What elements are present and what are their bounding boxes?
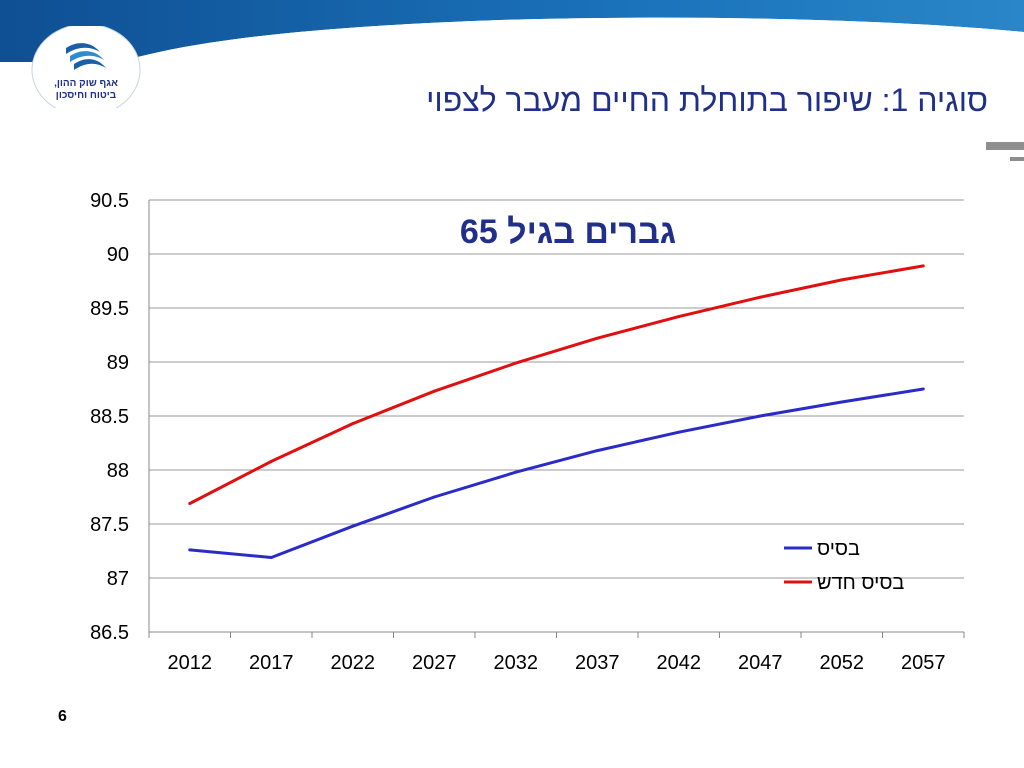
data-point — [351, 422, 355, 426]
logo-text-line1: אגף שוק ההון, — [54, 78, 118, 89]
title-divider-thick — [986, 142, 1024, 150]
y-tick-label: 88.5 — [90, 406, 129, 428]
y-tick-label: 87 — [107, 568, 129, 590]
legend-label: בסיס חדש — [817, 572, 904, 594]
series-line-new-base — [189, 264, 924, 505]
x-tick-label: 2042 — [657, 652, 702, 674]
y-tick-label: 88 — [107, 460, 129, 482]
title-divider-thin — [1010, 157, 1024, 161]
y-tick-label: 89 — [107, 352, 129, 374]
data-point — [188, 501, 192, 505]
data-point — [677, 430, 681, 434]
x-tick-label: 2037 — [575, 652, 620, 674]
data-point — [758, 295, 762, 299]
x-tick-label: 2012 — [168, 652, 213, 674]
data-point — [514, 470, 518, 474]
chart-title: גברים בגיל 65 — [460, 213, 676, 251]
data-point — [677, 315, 681, 319]
slide-title: סוגיה 1: שיפור בתוחלת החיים מעבר לצפוי — [426, 82, 988, 118]
data-point — [269, 555, 273, 559]
data-point — [595, 336, 599, 340]
logo: אגף שוק ההון, ביטוח וחיסכון — [30, 23, 142, 117]
x-tick-label: 2052 — [820, 652, 865, 674]
data-point — [514, 361, 518, 365]
x-tick-label: 2047 — [738, 652, 783, 674]
data-point — [188, 548, 192, 552]
y-tick-label: 89.5 — [90, 298, 129, 320]
page-number: 6 — [58, 708, 67, 725]
legend-label: בסיס — [817, 538, 860, 560]
x-tick-label: 2022 — [331, 652, 376, 674]
chart-legend: בסיס בסיס חדש — [784, 538, 904, 594]
data-point — [432, 495, 436, 499]
y-tick-label: 87.5 — [90, 514, 129, 536]
data-point — [758, 414, 762, 418]
data-point — [921, 387, 925, 391]
y-tick-label: 90.5 — [90, 190, 129, 212]
data-point — [921, 264, 925, 268]
chart-axes — [148, 200, 965, 638]
series-line-base — [189, 387, 924, 559]
chart-series — [188, 264, 925, 559]
y-tick-label: 86.5 — [90, 622, 129, 644]
header-band — [0, 0, 1024, 66]
life-expectancy-chart: 86.5 87 87.5 88 88.5 89 89.5 90 90.5 2012 2017 2022… — [90, 190, 965, 674]
data-point — [432, 389, 436, 393]
x-tick-label: 2032 — [494, 652, 539, 674]
data-point — [595, 449, 599, 453]
x-tick-label: 2017 — [249, 652, 294, 674]
chart-labels: 86.5 87 87.5 88 88.5 89 89.5 90 90.5 2012 2017 2022… — [90, 190, 945, 674]
data-point — [351, 524, 355, 528]
x-tick-label: 2057 — [901, 652, 946, 674]
logo-text-line2: ביטוח וחיסכון — [56, 90, 117, 101]
logo-emblem-icon: אגף שוק ההון, ביטוח וחיסכון — [31, 23, 141, 117]
x-tick-label: 2027 — [412, 652, 457, 674]
y-tick-label: 90 — [107, 244, 129, 266]
data-point — [269, 459, 273, 463]
data-point — [840, 278, 844, 282]
chart-grid — [149, 199, 964, 633]
data-point — [840, 400, 844, 404]
